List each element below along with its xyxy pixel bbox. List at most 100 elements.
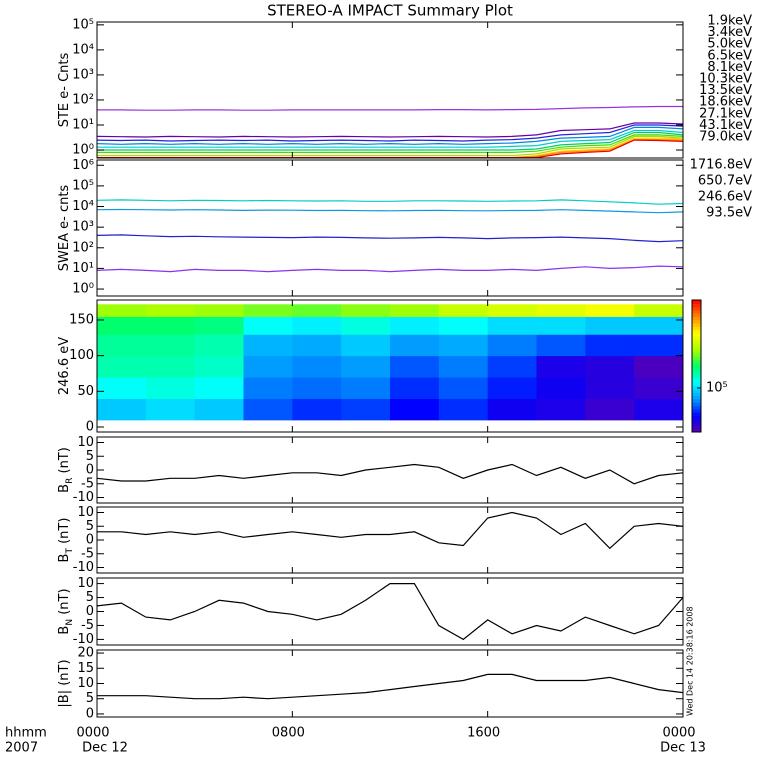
x-tick-label: 0000 (662, 726, 695, 741)
colorbar-strip (692, 329, 701, 334)
date-label: Dec 13 (660, 741, 706, 756)
y-tick-label: 0 (86, 463, 94, 478)
heat-cell (536, 355, 586, 378)
y-tick-label: 10⁵ (72, 17, 94, 32)
x-tick-label: 0800 (272, 726, 305, 741)
y-axis-label-text: B (57, 484, 72, 493)
y-axis-label-unit: (nT) (57, 518, 72, 548)
colorbar-strip (692, 412, 701, 416)
heat-cell (390, 398, 440, 421)
legend-entry: 650.7eV (698, 174, 752, 189)
heat-cell (585, 398, 635, 421)
heat-cell (97, 377, 147, 399)
heat-cell (292, 377, 342, 399)
heat-cell (292, 398, 342, 421)
colorbar-strip (692, 405, 701, 410)
colorbar-strip (692, 402, 701, 407)
plot-area (97, 511, 683, 550)
heat-cell (438, 304, 489, 317)
y-axis-label-sub: N (65, 619, 75, 626)
colorbar-strip (692, 375, 701, 380)
y-tick-label: 0 (86, 533, 94, 548)
y-tick-label: -10 (73, 560, 94, 575)
data-line (97, 139, 683, 158)
colorbar-strip (692, 428, 701, 433)
plot-area (97, 304, 683, 421)
heat-cell (390, 355, 440, 378)
legend-entry: 18.6keV (699, 95, 752, 110)
heat-cell (487, 355, 537, 378)
colorbar-strip (692, 326, 701, 331)
y-axis-label: BR (nT) (57, 447, 75, 493)
chart-title: STEREO-A IMPACT Summary Plot (267, 2, 513, 20)
colorbar-tick-label: 10⁵ (706, 381, 728, 396)
heat-cell (145, 377, 196, 399)
legend-entry: 79.0keV (699, 130, 752, 145)
data-line (97, 583, 683, 641)
heat-cell (585, 377, 635, 399)
colorbar-strip (692, 333, 701, 337)
data-line (97, 131, 683, 151)
heat-cell (536, 377, 586, 399)
heat-cell (341, 304, 391, 317)
colorbar-strip (692, 323, 701, 327)
colorbar-strip (692, 356, 701, 360)
y-axis-label: SWEA e- cnts (57, 185, 72, 272)
heat-cell (585, 304, 635, 317)
y-tick-label: 50 (77, 384, 94, 399)
date-label: Dec 12 (82, 741, 128, 756)
y-tick-label: 10² (72, 240, 94, 255)
legend-entry: 8.1keV (707, 60, 752, 75)
y-tick-label: 100 (69, 348, 94, 363)
data-line (97, 673, 683, 700)
colorbar-strip (692, 346, 701, 350)
colorbar-strip (692, 336, 701, 341)
heat-cell (487, 377, 537, 399)
y-tick-label: -10 (73, 490, 94, 505)
heat-cell (585, 355, 635, 378)
y-tick-label: 10⁰ (72, 282, 94, 297)
x-tick-label: 1600 (467, 726, 500, 741)
heat-cell (145, 316, 196, 335)
y-axis-label: BT (nT) (57, 518, 75, 563)
y-tick-label: 10⁶ (72, 158, 94, 173)
colorbar-strip (692, 359, 701, 364)
heat-cell (634, 377, 683, 399)
heat-cell (243, 334, 293, 357)
y-axis-label-text: SWEA e- cnts (57, 185, 72, 272)
colorbar-strip (692, 366, 701, 370)
y-axis-label: 246.6 eV (57, 337, 72, 395)
heat-cell (97, 334, 147, 357)
heat-cell (438, 316, 489, 335)
y-axis-label-sub: T (65, 548, 75, 555)
y-axis-label-unit: (nT) (57, 588, 72, 618)
plot-frame (96, 577, 684, 646)
heat-cell (292, 316, 342, 335)
plot-frame (96, 159, 684, 297)
colorbar-strip (692, 303, 701, 308)
plot-area (97, 673, 683, 700)
legend-entry: 93.5eV (706, 206, 752, 221)
data-line (97, 129, 683, 148)
data-line (97, 199, 683, 205)
heat-cell (341, 398, 391, 421)
heat-cell (243, 316, 293, 335)
colorbar-strip (692, 352, 701, 357)
plot-frame (96, 436, 684, 504)
heat-cell (487, 304, 537, 317)
y-tick-label: 10¹ (72, 261, 94, 276)
y-tick-label: 20 (77, 646, 94, 661)
heat-cell (390, 316, 440, 335)
heat-cell (487, 334, 537, 357)
colorbar-strip (692, 418, 701, 423)
y-tick-label: 10³ (72, 67, 94, 82)
data-line (97, 124, 683, 142)
x-axis-label: 2007 (5, 741, 38, 756)
heat-cell (145, 355, 196, 378)
y-tick-label: -5 (81, 618, 94, 633)
colorbar-strip (692, 399, 701, 403)
heat-cell (97, 316, 147, 335)
y-axis-label-text: B (57, 626, 72, 635)
colorbar-strip (692, 316, 701, 321)
